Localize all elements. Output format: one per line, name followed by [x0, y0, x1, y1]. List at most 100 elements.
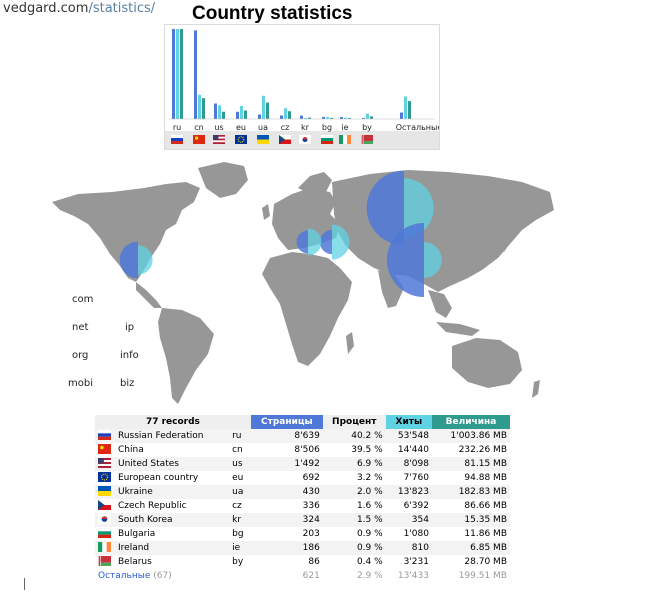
bubble-hits-us [138, 245, 153, 275]
header-pages[interactable]: Страницы [250, 415, 323, 429]
flag-cell [95, 513, 115, 527]
flag-cz-icon [98, 499, 111, 510]
flag-us-icon [98, 457, 111, 468]
flag-ie-icon [98, 541, 111, 552]
size-value: 232.26 MB [458, 445, 507, 455]
country-code: eu [232, 473, 244, 483]
south-america [158, 308, 214, 404]
bar-cz-1 [284, 108, 287, 119]
flag-cell [95, 457, 115, 471]
bar-ie-0 [340, 117, 343, 119]
size-value: 1'003.86 MB [431, 429, 510, 443]
flag-cn-icon [98, 443, 111, 454]
table-row[interactable]: Ukraine ua 430 2.0 % 13'823 182.83 MB [95, 485, 510, 499]
table-body: Russian Federation ru 8'639 40.2 % 53'548 1'0… [95, 429, 510, 583]
flag-kr-icon [98, 513, 111, 524]
flag-cell [95, 499, 115, 513]
others-pages: 621 [302, 571, 320, 581]
bar-kr-1 [304, 118, 307, 119]
continents [52, 162, 554, 404]
table-row[interactable]: Ireland ie 186 0.9 % 810 6.85 MB [95, 541, 510, 555]
country-table: 77 records Страницы Процент Хиты Величин… [95, 415, 510, 583]
bar-ru-2 [180, 29, 183, 119]
others-hits: 13'433 [397, 571, 429, 581]
size-value: 81.15 MB [431, 457, 510, 471]
percent-value: 39.5 % [351, 445, 383, 455]
bar-Остальные-1 [404, 96, 407, 119]
bar-cz-0 [280, 115, 283, 119]
header-size[interactable]: Величина [431, 415, 510, 429]
new-zealand [532, 380, 540, 398]
north-america [52, 182, 200, 282]
header-records[interactable]: 77 records [95, 415, 251, 429]
pages-value: 692 [302, 473, 320, 483]
table-row[interactable]: China cn 8'506 39.5 % 14'440 232.26 MB [95, 443, 510, 457]
percent-value: 0.4 % [356, 557, 383, 567]
breadcrumb-path[interactable]: /statistics/ [88, 1, 156, 16]
bar-cz-2 [288, 111, 291, 119]
table-row[interactable]: United States us 1'492 6.9 % 8'098 81.15 MB [95, 457, 510, 471]
percent-value: 0.9 % [322, 541, 386, 555]
hits-value: 354 [385, 513, 432, 527]
table-row[interactable]: European country eu 692 3.2 % 7'760 94.88 MB [95, 471, 510, 485]
hits-value: 13'823 [385, 485, 432, 499]
category-label-eu: eu [236, 123, 246, 132]
others-label-cell: Остальные (67) [95, 569, 251, 583]
category-label-kr: kr [301, 123, 310, 132]
bar-kr-0 [300, 115, 303, 119]
size-value: 86.66 MB [464, 501, 507, 511]
table-row[interactable]: Belarus by 86 0.4 % 3'231 28.70 MB [95, 555, 510, 569]
country-code: cz [232, 501, 242, 511]
flag-cn-icon [193, 135, 205, 144]
table-row[interactable]: Bulgaria bg 203 0.9 % 1'080 11.86 MB [95, 527, 510, 541]
japan [498, 228, 512, 252]
breadcrumb-host[interactable]: vedgard.com [3, 1, 89, 16]
bar-us-1 [218, 105, 221, 119]
flag-cell [95, 527, 115, 541]
category-label-bg: bg [322, 123, 332, 132]
pages-value: 8'506 [294, 445, 320, 455]
table-row[interactable]: South Korea kr 324 1.5 % 354 15.35 MB [95, 513, 510, 527]
size-value: 28.70 MB [464, 557, 507, 567]
bar-cn-0 [194, 30, 197, 120]
southeast-asia [428, 290, 452, 318]
percent-value: 3.2 % [356, 473, 383, 483]
country-code: ua [229, 485, 251, 499]
uk [262, 204, 270, 220]
bar-us-2 [222, 111, 225, 119]
hits-value: 14'440 [397, 445, 429, 455]
bar-by-1 [366, 113, 369, 119]
world-map [48, 158, 558, 408]
country-code: us [229, 457, 251, 471]
text-cursor [24, 578, 25, 590]
percent-value: 1.5 % [322, 513, 386, 527]
others-row[interactable]: Остальные (67) 621 2.9 % 13'433 199.51 MB [95, 569, 510, 583]
indonesia [436, 322, 480, 336]
breadcrumb[interactable]: vedgard.com/statistics/ [3, 1, 155, 16]
country-name: United States [115, 457, 230, 471]
category-label-ru: ru [173, 123, 181, 132]
others-link[interactable]: Остальные [98, 571, 151, 581]
page-title: Country statistics [192, 3, 353, 24]
country-name: Ukraine [115, 485, 230, 499]
bubble-pages-cn [386, 222, 424, 298]
size-value: 94.88 MB [464, 473, 507, 483]
flag-ie-icon [339, 135, 351, 144]
table-row[interactable]: Russian Federation ru 8'639 40.2 % 53'548 1'0… [95, 429, 510, 443]
bubble-pages-cz [296, 230, 308, 254]
header-percent[interactable]: Процент [322, 415, 386, 429]
table-row[interactable]: Czech Republic cz 336 1.6 % 6'392 86.66 MB [95, 499, 510, 513]
flag-by-icon-wrap [98, 555, 111, 566]
tld-com: com [72, 294, 94, 305]
pages-value: 324 [250, 513, 323, 527]
hits-value: 3'231 [403, 557, 429, 567]
size-value: 11.86 MB [464, 529, 507, 539]
flag-bg-icon-wrap [98, 527, 111, 538]
central-america [136, 282, 162, 308]
flag-eu-icon [235, 135, 247, 144]
bar-cn-1 [198, 94, 201, 119]
header-hits[interactable]: Хиты [385, 415, 432, 429]
asia [332, 170, 554, 292]
bubble-hits-ru [404, 178, 434, 238]
bubble-pages-ru [366, 170, 404, 246]
